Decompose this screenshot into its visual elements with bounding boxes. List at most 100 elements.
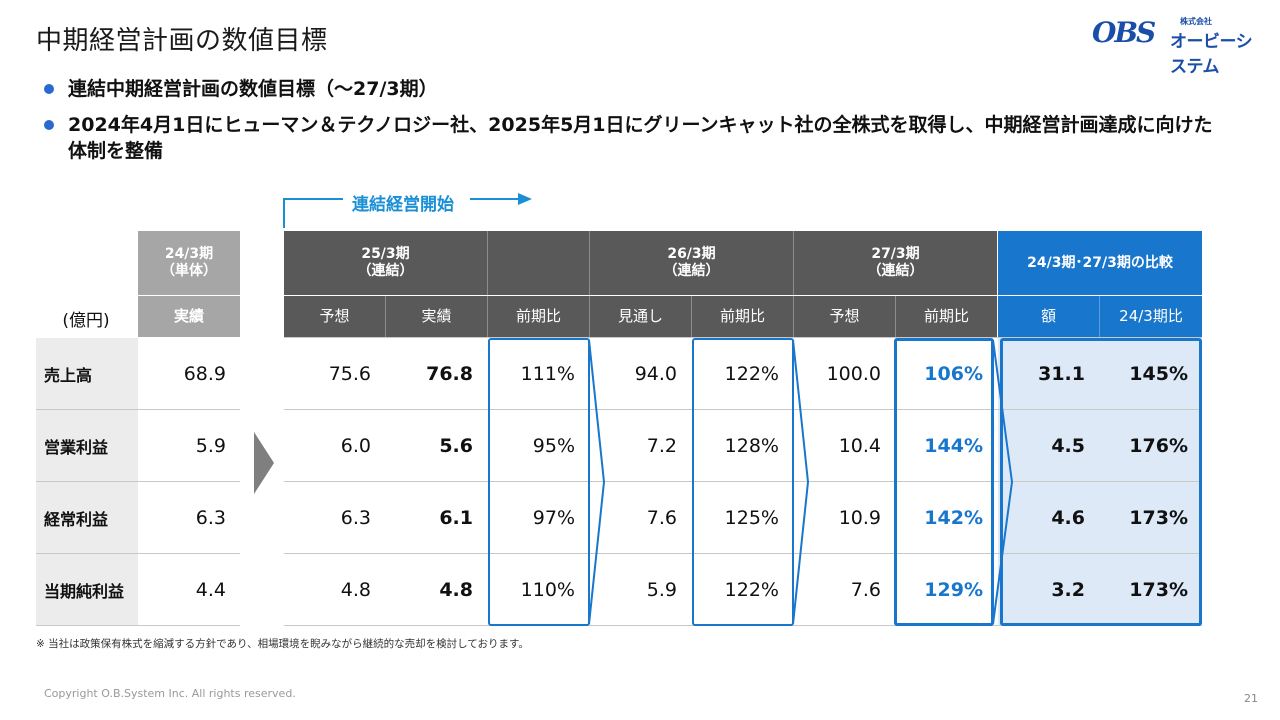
row-divider [36, 553, 240, 554]
row-label: 営業利益 [36, 410, 138, 481]
cell-fy27-forecast: 7.6 [850, 579, 881, 601]
subheader-separator [1099, 296, 1100, 337]
row-divider [284, 409, 1202, 410]
bullet-dot-icon [44, 120, 54, 130]
subheader-cmp-amount: 額 [998, 296, 1099, 337]
cell-cmp-ratio: 176% [1129, 435, 1188, 457]
header-fy25-blank [488, 231, 589, 295]
row-divider [36, 409, 240, 410]
subheader-separator [691, 296, 692, 337]
cell-cmp-ratio: 173% [1129, 579, 1188, 601]
copyright: Copyright O.B.System Inc. All rights res… [44, 687, 296, 700]
header-separator [793, 231, 794, 295]
consolidation-label: 連結経営開始 [352, 195, 454, 215]
header-comparison: 24/3期･27/3期の比較 [998, 231, 1202, 295]
row-divider [284, 481, 1202, 482]
subheader-fy25-yoy: 前期比 [488, 296, 589, 337]
cell-fy26-outlook: 7.6 [646, 507, 677, 529]
row-label: 当期純利益 [36, 554, 138, 625]
cell-cmp-amount: 4.6 [1051, 507, 1085, 529]
subheader-separator [793, 296, 794, 337]
outline-comparison [1000, 338, 1202, 626]
row-label: 売上高 [36, 338, 138, 409]
row-divider [284, 337, 1202, 338]
header-separator [487, 231, 488, 295]
cell-fy27-yoy: 142% [924, 507, 983, 529]
cell-cmp-amount: 4.5 [1051, 435, 1085, 457]
consolidation-bracket-top [283, 198, 343, 200]
subheader-fy24-actual: 実績 [138, 296, 240, 337]
cell-fy25-yoy: 111% [520, 363, 575, 385]
cell-fy25-actual: 6.1 [439, 507, 473, 529]
subheader-cmp-ratio: 24/3期比 [1100, 296, 1202, 337]
header-fy27: 27/3期 （連結） [794, 231, 997, 295]
cell-fy26-yoy: 128% [724, 435, 779, 457]
row-label: 経常利益 [36, 482, 138, 553]
row-divider [36, 481, 240, 482]
outline-fy25-yoy [488, 338, 590, 626]
subheader-fy26-outlook: 見通し [590, 296, 691, 337]
logo-mark: OBS [1092, 16, 1156, 49]
cell-fy25-yoy: 97% [532, 507, 575, 529]
cell-fy25-forecast: 6.0 [340, 435, 371, 457]
logo-name: オービーシステム [1170, 32, 1253, 77]
subheader-fy25-forecast: 予想 [284, 296, 385, 337]
cell-cmp-ratio: 173% [1129, 507, 1188, 529]
row-divider [284, 553, 1202, 554]
cell-fy24-actual: 68.9 [183, 363, 226, 385]
cell-fy25-actual: 4.8 [439, 579, 473, 601]
cell-fy27-forecast: 10.4 [838, 435, 881, 457]
cell-fy25-forecast: 75.6 [328, 363, 371, 385]
header-fy26: 26/3期 （連結） [590, 231, 793, 295]
cell-fy26-outlook: 5.9 [646, 579, 677, 601]
cell-fy24-actual: 5.9 [195, 435, 226, 457]
subheader-fy26-yoy: 前期比 [692, 296, 793, 337]
cell-fy25-yoy: 110% [520, 579, 575, 601]
cell-fy25-forecast: 4.8 [340, 579, 371, 601]
outline-fy26-yoy [692, 338, 794, 626]
footnote: ※ 当社は政策保有株式を縮減する方針であり、相場環境を睨みながら継続的な売却を検… [36, 638, 529, 650]
header-fy25: 25/3期 （連結） [284, 231, 487, 295]
unit-label: (億円) [62, 311, 110, 331]
cell-fy27-yoy: 144% [924, 435, 983, 457]
cell-fy27-forecast: 10.9 [838, 507, 881, 529]
page-title: 中期経営計画の数値目標 [36, 26, 328, 56]
cell-fy24-actual: 4.4 [195, 579, 226, 601]
cell-fy25-forecast: 6.3 [340, 507, 371, 529]
cell-fy25-actual: 76.8 [426, 363, 473, 385]
page-number: 21 [1244, 692, 1258, 705]
subheader-separator [487, 296, 488, 337]
cell-fy25-actual: 5.6 [439, 435, 473, 457]
subheader-separator [895, 296, 896, 337]
comparison-background [998, 338, 1202, 626]
cell-fy26-yoy: 122% [724, 579, 779, 601]
chevron-right-icon [254, 432, 274, 494]
subheader-separator [385, 296, 386, 337]
cell-fy27-yoy: 129% [924, 579, 983, 601]
header-fy24: 24/3期 （単体） [138, 231, 240, 295]
arrow-right-icon [518, 193, 532, 205]
subheader-separator [589, 296, 590, 337]
cell-cmp-amount: 3.2 [1051, 579, 1085, 601]
cell-fy26-yoy: 125% [724, 507, 779, 529]
consolidation-bracket [283, 198, 285, 228]
cell-fy27-yoy: 106% [924, 363, 983, 385]
cell-fy25-yoy: 95% [532, 435, 575, 457]
cell-cmp-amount: 31.1 [1038, 363, 1085, 385]
cell-fy27-forecast: 100.0 [826, 363, 881, 385]
cell-cmp-ratio: 145% [1129, 363, 1188, 385]
header-separator [589, 231, 590, 295]
cell-fy26-outlook: 7.2 [646, 435, 677, 457]
cell-fy24-actual: 6.3 [195, 507, 226, 529]
subheader-fy27-forecast: 予想 [794, 296, 895, 337]
company-logo: OBS 株式会社 オービーシステム [1092, 16, 1262, 77]
bullet-text: 連結中期経営計画の数値目標（～27/3期） [68, 78, 438, 100]
bullet-text: 2024年4月1日にヒューマン＆テクノロジー社、2025年5月1日にグリーンキャ… [68, 114, 1213, 162]
logo-small-text: 株式会社 [1180, 17, 1212, 26]
subheader-fy25-actual: 実績 [386, 296, 487, 337]
row-divider [36, 625, 240, 626]
outline-fy27-yoy [894, 338, 994, 626]
cell-fy26-yoy: 122% [724, 363, 779, 385]
subheader-fy27-yoy: 前期比 [896, 296, 997, 337]
consolidation-arrow-line [470, 198, 520, 200]
